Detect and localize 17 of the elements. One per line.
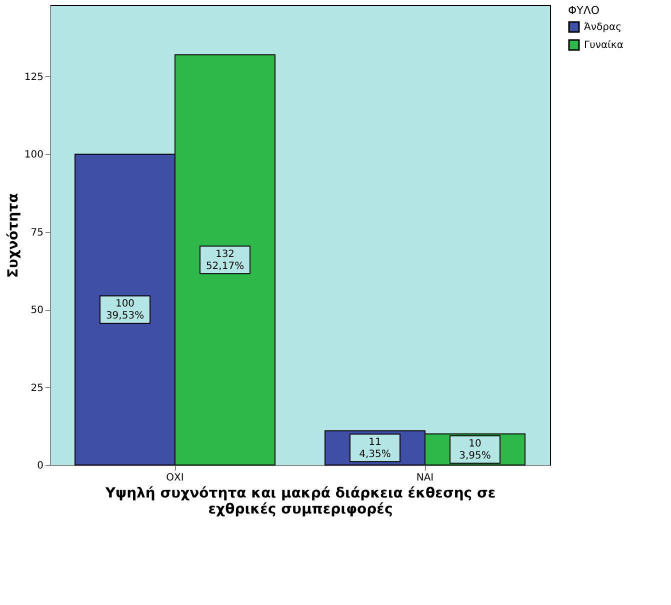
y-axis-title: Συχνότητα bbox=[5, 192, 22, 278]
y-tick-label: 25 bbox=[30, 382, 44, 394]
x-tick-label: ΝΑΙ bbox=[416, 472, 434, 484]
data-label: 11 4,35% bbox=[359, 436, 391, 460]
y-tick-label: 0 bbox=[37, 460, 44, 472]
x-axis-title: Υψηλή συχνότητα και μακρά διάρκεια έκθεσης σε εχθρικές συμπεριφορές bbox=[104, 486, 496, 518]
y-tick-label: 100 bbox=[24, 150, 44, 161]
x-tick-label: ΟΧΙ bbox=[166, 472, 184, 484]
legend-label: Γυναίκα bbox=[584, 40, 624, 51]
y-tick-label: 50 bbox=[30, 305, 44, 316]
y-tick-label: 125 bbox=[24, 72, 44, 83]
data-label: 10 3,95% bbox=[459, 438, 491, 462]
data-label: 100 39,53% bbox=[106, 298, 144, 322]
data-label: 132 52,17% bbox=[206, 248, 244, 272]
legend-label: Άνδρας bbox=[584, 22, 622, 33]
legend-title: ΦΥΛΟ bbox=[568, 4, 600, 17]
y-tick-label: 75 bbox=[30, 227, 44, 238]
